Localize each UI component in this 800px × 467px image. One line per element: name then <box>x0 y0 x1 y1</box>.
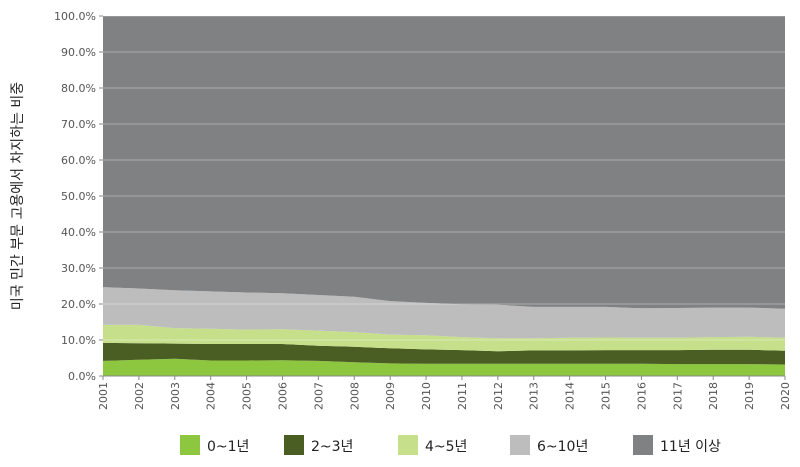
x-tick-label: 2019 <box>743 382 756 410</box>
x-tick-label: 2014 <box>564 382 577 410</box>
area-series-3 <box>103 324 785 352</box>
x-tick-label: 2002 <box>133 382 146 410</box>
y-tick-label: 70.0% <box>61 118 96 131</box>
x-tick-label: 2004 <box>205 382 218 410</box>
y-tick-label: 10.0% <box>61 334 96 347</box>
x-tick-label: 2016 <box>635 382 648 410</box>
legend-item: 4~5년 <box>398 435 467 455</box>
y-gridlines <box>103 15 785 377</box>
legend-label: 4~5년 <box>425 439 467 455</box>
legend-swatch <box>633 435 653 455</box>
x-tick-label: 2020 <box>779 382 792 410</box>
y-tick-label: 30.0% <box>61 262 96 275</box>
area-series-4 <box>103 287 785 339</box>
x-tick-label: 2001 <box>97 382 110 410</box>
y-axis-ticks: 0.0% 10.0% 20.0% 30.0% 40.0% 50.0% 60.0% 70.0% 8… <box>54 10 103 383</box>
area-series-1 <box>103 358 785 376</box>
y-tick-label: 50.0% <box>61 190 96 203</box>
y-tick-label: 60.0% <box>61 154 96 167</box>
x-tick-label: 2018 <box>707 382 720 410</box>
x-tick-label: 2007 <box>312 382 325 410</box>
y-tick-label: 90.0% <box>61 46 96 59</box>
area-series-5 <box>103 16 785 309</box>
y-tick-label: 40.0% <box>61 226 96 239</box>
x-tick-label: 2003 <box>169 382 182 410</box>
area-series-2 <box>103 342 785 365</box>
x-tick-label: 2017 <box>671 382 684 410</box>
x-tick-label: 2013 <box>528 382 541 410</box>
y-tick-label: 100.0% <box>54 10 96 23</box>
area-layers <box>103 16 785 376</box>
x-tick-label: 2012 <box>492 382 505 410</box>
legend: 0~1년 2~3년 4~5년 6~10년 11년 이상 <box>180 435 721 455</box>
y-tick-label: 0.0% <box>68 370 96 383</box>
legend-item: 11년 이상 <box>633 435 721 455</box>
legend-item: 6~10년 <box>510 435 588 455</box>
legend-swatch <box>398 435 418 455</box>
legend-swatch <box>510 435 530 455</box>
legend-item: 2~3년 <box>284 435 353 455</box>
y-axis-title: 미국 민간 부문 고용에서 차지하는 비중 <box>10 82 26 310</box>
legend-label: 2~3년 <box>311 439 353 455</box>
x-axis-ticks: 2001 2002 2003 2004 2005 2006 2007 2008 2009 2010… <box>97 375 792 410</box>
x-tick-label: 2008 <box>348 382 361 410</box>
x-tick-label: 2011 <box>456 382 469 410</box>
x-tick-label: 2015 <box>600 382 613 410</box>
legend-swatch <box>284 435 304 455</box>
legend-label: 6~10년 <box>537 439 588 455</box>
y-tick-label: 80.0% <box>61 82 96 95</box>
x-tick-label: 2010 <box>420 382 433 410</box>
legend-item: 0~1년 <box>180 435 249 455</box>
legend-label: 11년 이상 <box>660 439 721 455</box>
legend-swatch <box>180 435 200 455</box>
y-tick-label: 20.0% <box>61 298 96 311</box>
x-tick-label: 2009 <box>384 382 397 410</box>
x-tick-label: 2005 <box>241 382 254 410</box>
x-tick-label: 2006 <box>276 382 289 410</box>
legend-label: 0~1년 <box>207 439 249 455</box>
